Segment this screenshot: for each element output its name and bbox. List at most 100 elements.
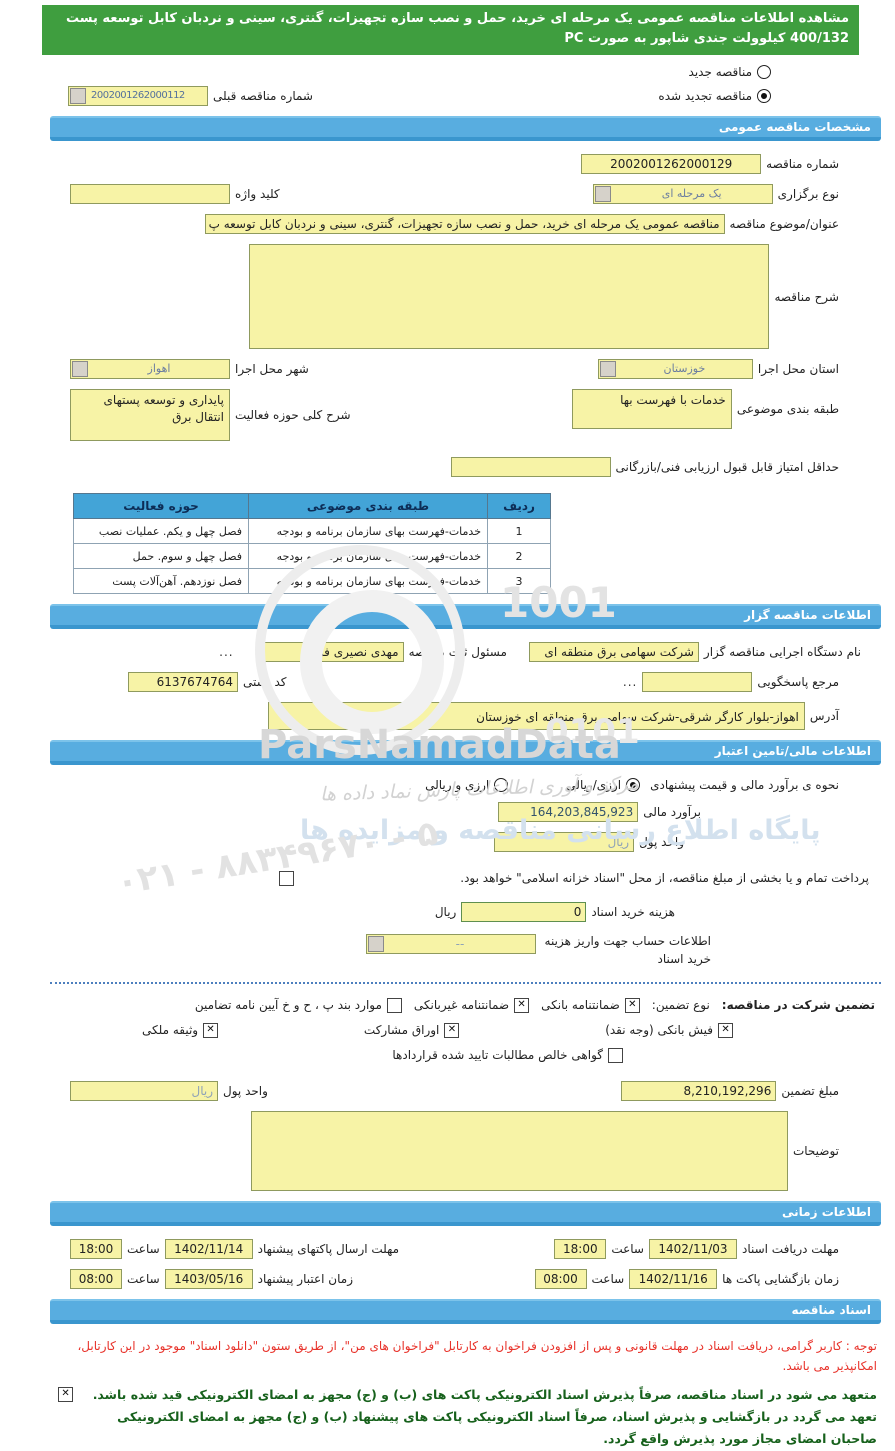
cell-row-no: 2 xyxy=(487,543,551,570)
account-select[interactable]: -- xyxy=(366,933,536,954)
guarantee-row-2: فیش بانکی (وجه نقد) اوراق مشارکت وثیقه م… xyxy=(50,1022,881,1038)
account-row: اطلاعات حساب جهت واریز هزینه خرید اسناد … xyxy=(50,932,711,968)
guarantee-bank-checkbox[interactable] xyxy=(624,997,640,1013)
min-score-field[interactable] xyxy=(450,457,611,478)
doc-receipt-deadline-date[interactable]: 1402/11/03 xyxy=(648,1238,737,1259)
both-option-radio[interactable] xyxy=(494,778,509,793)
envelope-submit-deadline-date[interactable]: 1402/11/14 xyxy=(164,1238,253,1259)
prev-tender-no-label: شماره مناقصه قبلی xyxy=(213,89,313,104)
guarantee-currency-field[interactable]: ریال xyxy=(70,1080,218,1101)
tender-no-label: شماره مناقصه xyxy=(766,157,839,172)
cell-activity: فصل نوزدهم. آهن‌آلات پست xyxy=(73,568,249,595)
guarantee-nonbank-checkbox[interactable] xyxy=(514,997,530,1013)
guarantee-bank-label: ضمانتنامه بانکی xyxy=(541,998,620,1013)
dropdown-arrow-icon[interactable] xyxy=(70,88,86,105)
agency-field[interactable]: شرکت سهامی برق منطقه ای xyxy=(528,642,699,663)
page-title: مشاهده اطلاعات مناقصه عمومی یک مرحله ای … xyxy=(42,5,859,56)
category-activity-row: طبقه بندی موضوعی خدمات با فهرست بها شرح … xyxy=(50,389,881,442)
province-select[interactable]: خوزستان xyxy=(597,359,753,380)
table-header-row: ردیف طبقه بندی موضوعی حوزه فعالیت xyxy=(73,493,551,520)
contact-browse-button[interactable]: ... xyxy=(622,675,638,690)
hour-label: ساعت xyxy=(127,1241,160,1256)
schedule-row-1: مهلت دریافت اسناد 1402/11/03 ساعت 18:00 … xyxy=(50,1238,881,1259)
description-field[interactable] xyxy=(249,244,770,350)
doc-receipt-deadline-time[interactable]: 18:00 xyxy=(554,1238,607,1259)
cell-row-no: 1 xyxy=(487,518,551,545)
city-select[interactable]: اهواز xyxy=(70,359,230,380)
notes-field[interactable] xyxy=(250,1110,788,1191)
prev-tender-no-select[interactable]: 2002001262000112 xyxy=(68,86,208,107)
holding-type-value: یک مرحله ای xyxy=(661,187,722,201)
renewed-tender-radio[interactable] xyxy=(757,89,771,104)
table-row: 2 خدمات-فهرست بهای سازمان برنامه و بودجه… xyxy=(73,543,551,570)
guarantee-fish-checkbox[interactable] xyxy=(718,1022,733,1038)
doc-fee-field[interactable]: 0 xyxy=(461,901,587,922)
postal-field[interactable]: 6137674764 xyxy=(128,672,238,693)
guarantee-claims-label: گواهی خالص مطالبات تایید شده قراردادها xyxy=(392,1048,603,1063)
keyword-field[interactable] xyxy=(70,184,230,205)
cell-activity: فصل چهل و یکم. عملیات نصب xyxy=(73,518,249,545)
province-city-row: استان محل اجرا خوزستان شهر محل اجرا اهوا… xyxy=(50,359,881,380)
new-tender-radio[interactable] xyxy=(757,65,771,80)
guarantee-currency-label: واحد پول xyxy=(223,1083,268,1098)
category-label: طبقه بندی موضوعی xyxy=(736,402,839,417)
contact-field[interactable] xyxy=(642,672,753,693)
category-field[interactable]: خدمات با فهرست بها xyxy=(571,389,732,430)
currency-field[interactable]: ریال xyxy=(494,832,635,853)
treasury-checkbox[interactable] xyxy=(279,871,294,887)
guarantee-head: تضمین شرکت در مناقصه: xyxy=(721,998,875,1013)
doc-fee-unit: ریال xyxy=(434,904,457,919)
guarantee-amount-row: مبلغ تضمین 8,210,192,296 واحد پول ریال xyxy=(50,1080,881,1101)
guarantee-property-checkbox[interactable] xyxy=(203,1022,219,1038)
envelope-submit-deadline-time[interactable]: 18:00 xyxy=(70,1238,122,1259)
registrar-field[interactable]: مهدی نصیری فر xyxy=(255,642,404,663)
commitment-line-1: متعهد می شود در اسناد مناقصه، صرفاً پذیر… xyxy=(92,1387,877,1403)
registrar-browse-button[interactable]: ... xyxy=(219,645,234,660)
dropdown-arrow-icon[interactable] xyxy=(72,361,88,378)
commitment-line-2: تعهد می گردد در بازگشایی و پذیرش اسناد، … xyxy=(117,1409,877,1447)
dotted-divider xyxy=(50,981,881,984)
guarantee-nonbank-label: ضمانتنامه غیربانکی xyxy=(413,998,510,1013)
guarantee-bonds-label: اوراق مشارکت xyxy=(363,1023,440,1038)
guarantee-claims-checkbox[interactable] xyxy=(608,1047,623,1063)
section-agency-info: اطلاعات مناقصه گزار xyxy=(50,604,881,630)
holding-keyword-row: نوع برگزاری یک مرحله ای کلید واژه xyxy=(50,184,881,205)
holding-type-select[interactable]: یک مرحله ای xyxy=(592,184,773,205)
estimate-field[interactable]: 164,203,845,923 xyxy=(498,802,639,823)
agency-row: نام دستگاه اجرایی مناقصه گزار شرکت سهامی… xyxy=(50,642,881,663)
address-label: آدرس xyxy=(809,709,839,724)
cell-category: خدمات-فهرست بهای سازمان برنامه و بودجه xyxy=(248,568,488,595)
dropdown-arrow-icon[interactable] xyxy=(368,935,384,952)
guarantee-fish-label: فیش بانکی (وجه نقد) xyxy=(605,1023,713,1038)
bid-validity-date[interactable]: 1403/05/16 xyxy=(164,1268,253,1289)
envelope-opening-time[interactable]: 08:00 xyxy=(534,1268,587,1289)
bid-validity-time[interactable]: 08:00 xyxy=(70,1268,122,1289)
subject-field[interactable]: مناقصه عمومی یک مرحله ای خرید، حمل و نصب… xyxy=(204,214,725,235)
bid-validity-label: زمان اعتبار پیشنهاد xyxy=(257,1271,353,1286)
dropdown-arrow-icon[interactable] xyxy=(599,361,616,378)
currency-row: واحد پول ریال xyxy=(50,832,881,853)
tender-no-field[interactable]: 2002001262000129 xyxy=(581,154,762,175)
dropdown-arrow-icon[interactable] xyxy=(594,186,611,203)
rial-option-radio[interactable] xyxy=(626,778,641,793)
table-row: 1 خدمات-فهرست بهای سازمان برنامه و بودجه… xyxy=(73,518,551,545)
section-documents: اسناد مناقصه xyxy=(50,1298,881,1324)
guarantee-row-1: تضمین شرکت در مناقصه: نوع تضمین: ضمانتنا… xyxy=(50,997,881,1013)
activity-field[interactable]: پایداری و توسعه پستهای انتقال برق xyxy=(70,389,230,442)
hour-label: ساعت xyxy=(611,1241,644,1256)
guarantee-clause-checkbox[interactable] xyxy=(386,997,402,1013)
cell-activity: فصل چهل و سوم. حمل xyxy=(73,543,249,570)
guarantee-amount-label: مبلغ تضمین xyxy=(781,1083,839,1098)
address-field[interactable]: اهواز-بلوار کارگر شرقی-شرکت سهامی برق من… xyxy=(267,702,805,731)
envelope-opening-date[interactable]: 1402/11/16 xyxy=(629,1268,718,1289)
activity-label: شرح کلی حوزه فعالیت xyxy=(235,408,351,423)
section-schedule: اطلاعات زمانی xyxy=(50,1200,881,1226)
both-option-label: ارزی و ریالی xyxy=(425,778,490,793)
cell-row-no: 3 xyxy=(487,568,551,595)
guarantee-bonds-checkbox[interactable] xyxy=(444,1022,460,1038)
account-value: -- xyxy=(455,936,465,951)
guarantee-amount-field[interactable]: 8,210,192,296 xyxy=(621,1080,777,1101)
commitment-checkbox[interactable] xyxy=(58,1387,73,1403)
cell-category: خدمات-فهرست بهای سازمان برنامه و بودجه xyxy=(248,518,488,545)
